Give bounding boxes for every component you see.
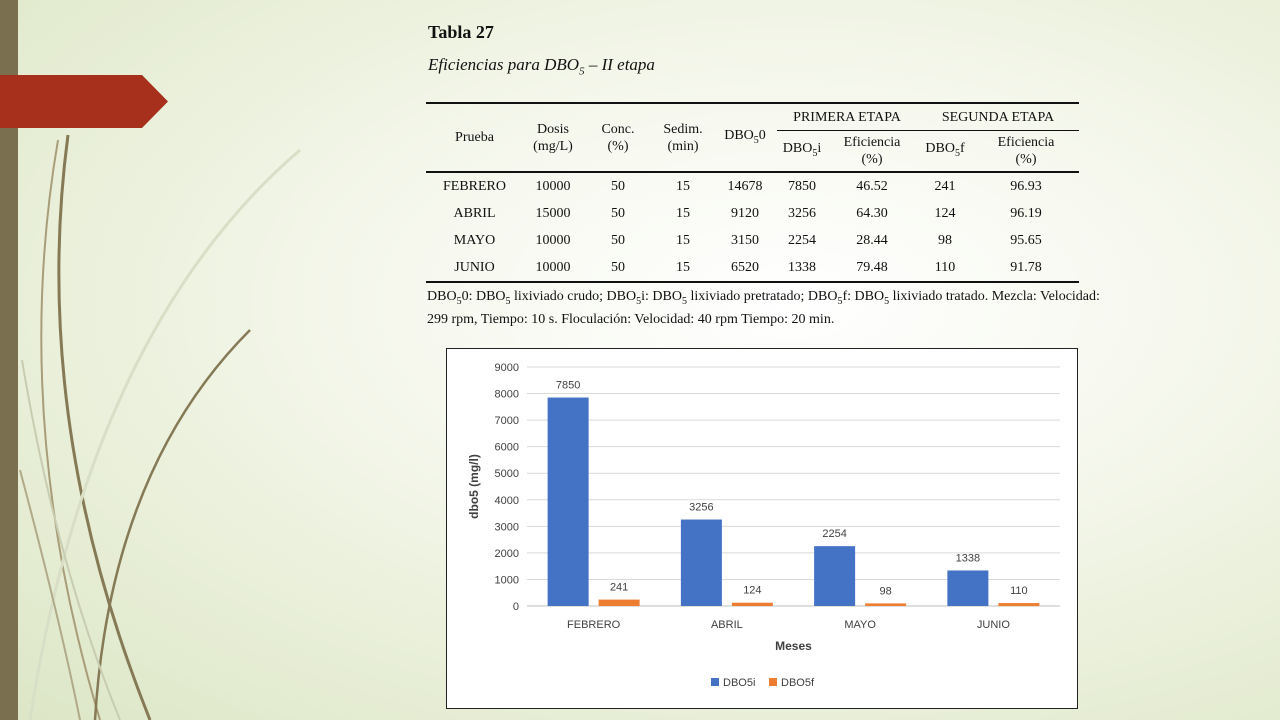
data-label: 2254 [822, 528, 846, 540]
cell-sedim: 15 [653, 254, 713, 283]
cell-prueba: FEBRERO [442, 178, 506, 194]
data-label: 241 [610, 582, 628, 594]
x-axis-title: Meses [775, 639, 812, 653]
header-primera-etapa: PRIMERA ETAPA [777, 102, 917, 131]
y-tick-label: 3000 [495, 521, 519, 533]
data-label: 98 [880, 585, 892, 597]
legend-swatch-dbo5i [711, 678, 719, 686]
cell-dbo50: 9120 [731, 205, 759, 221]
cell-eficiencia-1: 64.30 [856, 205, 888, 221]
table-row: FEBRERO 10000 50 15 14678 7850 46.52 241… [426, 172, 1079, 200]
title-marker-tab [0, 75, 168, 128]
y-tick-label: 4000 [495, 495, 519, 507]
data-label: 1338 [956, 552, 980, 564]
cell-dbo50: 14678 [727, 178, 763, 194]
cell-prueba: ABRIL [453, 205, 496, 221]
y-tick-label: 6000 [495, 442, 519, 454]
cell-dbo5i: 2254 [788, 232, 816, 248]
y-tick-label: 8000 [495, 389, 519, 401]
bar-dbo5i [680, 519, 722, 606]
cell-sedim: 15 [676, 205, 690, 221]
y-tick-label: 0 [513, 601, 519, 613]
cell-eficiencia-2: 96.19 [1010, 205, 1042, 221]
header-dbo5f: DBO5f [917, 130, 973, 173]
cell-eficiencia-1: 46.52 [856, 178, 888, 194]
cell-conc: 50 [611, 232, 625, 248]
table-row: ABRIL 15000 50 15 9120 3256 64.30 124 96… [426, 200, 1079, 227]
bar-dbo5f [865, 603, 907, 606]
y-tick-label: 1000 [495, 574, 519, 586]
data-label: 3256 [689, 502, 713, 514]
x-tick-label: FEBRERO [567, 619, 621, 631]
header-conc: Conc. (%) [583, 102, 653, 173]
cell-dbo5f: 110 [917, 254, 973, 283]
table-row: MAYO 10000 50 15 3150 2254 28.44 98 95.6… [426, 227, 1079, 254]
table-row: JUNIO 10000 50 15 6520 1338 79.48 110 91… [426, 254, 1079, 283]
header-dbo5i: DBO5i [777, 130, 827, 173]
header-eficiencia-1: Eficiencia (%) [827, 130, 917, 173]
legend-label: DBO5f [781, 677, 815, 689]
cell-eficiencia-1: 79.48 [827, 254, 917, 283]
y-tick-label: 7000 [495, 415, 519, 427]
cell-dbo5i: 7850 [788, 178, 816, 194]
cell-eficiencia-2: 95.65 [1010, 232, 1042, 248]
bar-chart-svg: 0 1000 2000 3000 4000 5000 6000 7000 8000 9000 785… [467, 362, 1060, 689]
cell-dbo5i: 3256 [788, 205, 816, 221]
bar-chart: 0 1000 2000 3000 4000 5000 6000 7000 8000 9000 785… [446, 348, 1078, 709]
cell-sedim: 15 [676, 232, 690, 248]
data-label: 7850 [556, 380, 580, 392]
cell-dosis: 15000 [535, 205, 571, 221]
bar-dbo5i [547, 397, 589, 606]
table-footnote: DBO50: DBO5 lixiviado crudo; DBO5i: DBO5… [427, 289, 1100, 327]
y-tick-label: 2000 [495, 548, 519, 560]
x-tick-label: MAYO [844, 619, 876, 631]
y-tick-label: 5000 [495, 468, 519, 480]
table-subtitle: Eficiencias para DBO5 – II etapa [428, 55, 655, 78]
header-prueba: Prueba [426, 102, 523, 173]
cell-sedim: 15 [676, 178, 690, 194]
efficiency-table: Prueba Dosis (mg/L) Conc. (%) Sedim. (mi… [426, 102, 1079, 283]
cell-dbo5f: 241 [934, 178, 956, 194]
left-accent-bar [0, 0, 18, 720]
cell-eficiencia-2: 91.78 [973, 254, 1079, 283]
cell-eficiencia-2: 96.93 [1010, 178, 1042, 194]
cell-dosis: 10000 [523, 254, 583, 283]
header-sedim: Sedim. (min) [653, 102, 713, 173]
cell-dosis: 10000 [535, 178, 571, 194]
table-title: Tabla 27 [428, 22, 494, 42]
cell-dbo50: 3150 [731, 232, 759, 248]
header-segunda-etapa: SEGUNDA ETAPA [917, 102, 1079, 131]
bar-dbo5f [598, 599, 640, 606]
legend-swatch-dbo5f [769, 678, 777, 686]
cell-conc: 50 [611, 205, 625, 221]
y-axis-title: dbo5 (mg/l) [467, 454, 481, 519]
legend-label: DBO5i [723, 677, 755, 689]
cell-dbo50: 6520 [713, 254, 777, 283]
header-eficiencia-2: Eficiencia (%) [973, 130, 1079, 173]
cell-prueba: MAYO [453, 232, 496, 248]
bar-dbo5f [731, 602, 773, 606]
table-subheader-row: DBO5i Eficiencia (%) DBO5f Eficiencia (%… [426, 130, 1079, 173]
data-label: 124 [743, 585, 761, 597]
y-tick-label: 9000 [495, 362, 519, 374]
cell-dbo5i: 1338 [777, 254, 827, 283]
data-label: 110 [1010, 585, 1028, 597]
cell-eficiencia-1: 28.44 [856, 232, 888, 248]
bar-dbo5i [814, 546, 856, 606]
x-tick-label: ABRIL [711, 619, 743, 631]
bar-dbo5f [998, 603, 1040, 606]
x-tick-label: JUNIO [977, 619, 1010, 631]
bar-dbo5i [947, 570, 989, 606]
header-dosis: Dosis (mg/L) [523, 102, 583, 173]
table-header-row: Prueba Dosis (mg/L) Conc. (%) Sedim. (mi… [426, 102, 1079, 173]
cell-dosis: 10000 [535, 232, 571, 248]
cell-conc: 50 [611, 178, 625, 194]
header-dbo50: DBO50 [713, 102, 777, 173]
cell-conc: 50 [583, 254, 653, 283]
cell-prueba: JUNIO [426, 254, 523, 283]
cell-dbo5f: 98 [938, 232, 952, 248]
cell-dbo5f: 124 [934, 205, 956, 221]
decorative-grass-lines [19, 134, 301, 720]
